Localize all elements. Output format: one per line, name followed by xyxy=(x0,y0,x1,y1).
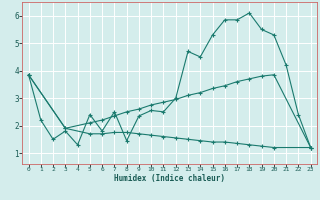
X-axis label: Humidex (Indice chaleur): Humidex (Indice chaleur) xyxy=(114,174,225,183)
